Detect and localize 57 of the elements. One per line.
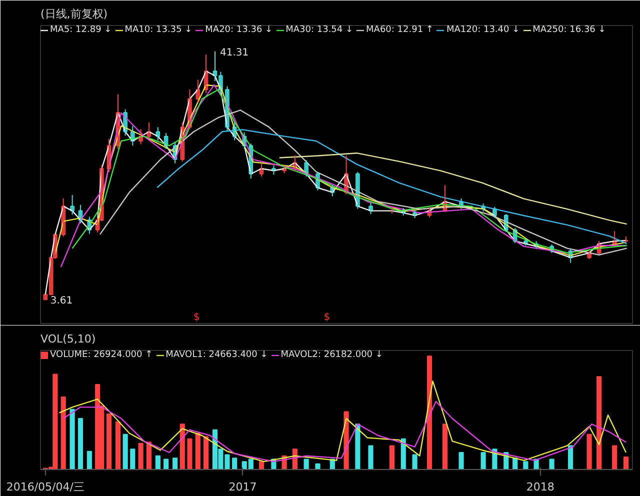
bar bbox=[130, 448, 136, 470]
bar bbox=[586, 434, 592, 470]
annotation: 41.31 bbox=[220, 47, 249, 58]
bar bbox=[146, 442, 152, 470]
bar bbox=[412, 454, 418, 470]
bar bbox=[389, 445, 394, 470]
bar bbox=[172, 458, 178, 470]
bar bbox=[549, 458, 554, 470]
bar bbox=[458, 452, 464, 470]
chart-title: VOL(5,10) bbox=[40, 332, 96, 346]
bar bbox=[426, 356, 432, 470]
bar bbox=[612, 445, 618, 470]
bar bbox=[86, 450, 92, 470]
legend-label: MAVOL1: 24663.400 ↓ bbox=[166, 350, 268, 360]
bar bbox=[480, 452, 486, 470]
bar bbox=[623, 456, 629, 470]
legend-label: MA60: 12.91 ↑ bbox=[366, 25, 434, 35]
bar bbox=[315, 463, 320, 470]
bar bbox=[355, 424, 360, 470]
x-tick-label: 2018 bbox=[526, 480, 554, 494]
bar bbox=[52, 374, 58, 470]
bar bbox=[70, 408, 75, 470]
bar bbox=[195, 432, 200, 470]
bar bbox=[60, 396, 66, 470]
chart-subtitle: (日线,前复权) bbox=[40, 8, 108, 20]
bar bbox=[203, 436, 209, 470]
bar bbox=[187, 438, 192, 470]
legend-label: VOLUME: 26924.000 ↑ bbox=[50, 350, 153, 360]
annotation: 3.61 bbox=[50, 296, 73, 307]
bar bbox=[523, 461, 528, 470]
bar bbox=[368, 445, 374, 470]
text: $ bbox=[324, 312, 330, 324]
legend-label: MA30: 13.54 ↓ bbox=[286, 25, 354, 35]
text: $ bbox=[194, 312, 200, 324]
bar bbox=[568, 445, 574, 470]
legend-label: MA250: 16.36 ↓ bbox=[532, 25, 606, 35]
legend-label: MAVOL2: 26182.000 ↓ bbox=[280, 350, 383, 360]
bar bbox=[164, 458, 169, 470]
legend-label: MA5: 12.89 ↓ bbox=[50, 25, 112, 35]
bar bbox=[232, 458, 238, 470]
bar bbox=[115, 421, 121, 470]
bar bbox=[106, 413, 112, 470]
bar bbox=[442, 424, 448, 470]
bar bbox=[122, 434, 128, 470]
legend-label: MA120: 13.40 ↓ bbox=[446, 25, 520, 35]
legend-label: MA10: 13.35 ↓ bbox=[124, 25, 192, 35]
bar bbox=[400, 438, 406, 470]
x-tick-label: 2016/05/04/三 bbox=[6, 480, 84, 494]
bar bbox=[138, 442, 144, 470]
bar bbox=[78, 418, 83, 470]
bar bbox=[180, 424, 185, 470]
x-tick-label: 2017 bbox=[228, 480, 257, 494]
bar bbox=[596, 376, 602, 470]
legend-label: MA20: 13.36 ↓ bbox=[205, 25, 273, 35]
bar bbox=[534, 458, 539, 470]
bar bbox=[155, 455, 160, 470]
bar bbox=[304, 458, 309, 470]
